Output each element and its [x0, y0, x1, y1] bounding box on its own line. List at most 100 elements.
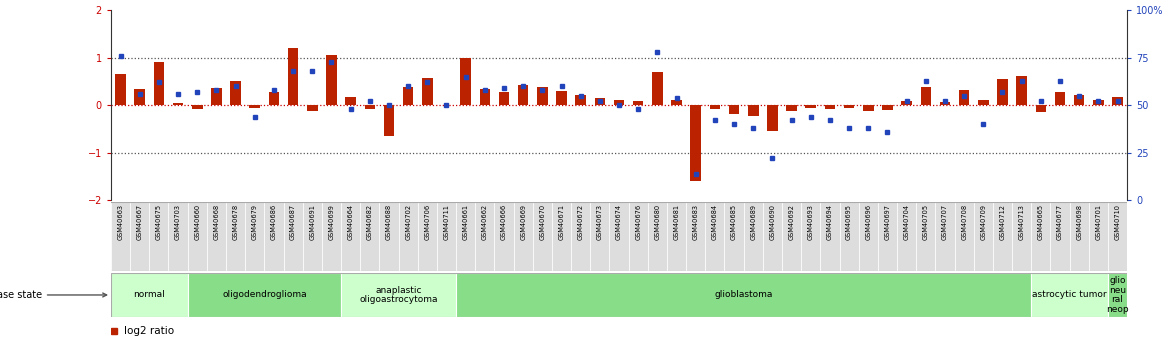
Bar [628, 202, 648, 271]
Bar [843, 105, 854, 108]
Bar [1112, 97, 1122, 105]
Text: GSM40694: GSM40694 [827, 204, 833, 240]
Bar [341, 202, 360, 271]
Text: GSM40686: GSM40686 [271, 204, 277, 240]
Bar [705, 202, 724, 271]
Text: GSM40690: GSM40690 [770, 204, 776, 240]
Bar [192, 105, 202, 109]
Bar [552, 202, 571, 271]
Text: GSM40682: GSM40682 [367, 204, 373, 240]
Bar [613, 100, 625, 105]
Bar [1108, 202, 1127, 271]
Text: astrocytic tumor: astrocytic tumor [1033, 290, 1107, 299]
Bar [475, 202, 494, 271]
Bar [480, 89, 491, 105]
Text: GSM40695: GSM40695 [846, 204, 853, 240]
Bar [571, 202, 590, 271]
Bar [1108, 273, 1127, 317]
Bar [710, 105, 721, 109]
Text: GSM40662: GSM40662 [482, 204, 488, 240]
Bar [858, 202, 878, 271]
Text: GSM40706: GSM40706 [424, 204, 430, 240]
Text: GSM40679: GSM40679 [252, 204, 258, 240]
Text: anaplastic
oligoastrocytoma: anaplastic oligoastrocytoma [360, 286, 438, 304]
Bar [997, 79, 1008, 105]
Bar [610, 202, 628, 271]
Bar [326, 56, 336, 105]
Bar [652, 72, 662, 105]
Bar [1036, 105, 1047, 112]
Bar [307, 105, 318, 111]
Bar [783, 202, 801, 271]
Bar [134, 89, 145, 105]
Bar [269, 92, 279, 105]
Bar [882, 105, 892, 110]
Text: GDS1813 / 36570: GDS1813 / 36570 [42, 0, 153, 1]
Bar [494, 202, 514, 271]
Text: GSM40685: GSM40685 [731, 204, 737, 240]
Bar [840, 202, 858, 271]
Bar [303, 202, 322, 271]
Bar [207, 202, 225, 271]
Bar [993, 202, 1013, 271]
Bar [940, 102, 951, 105]
Bar [533, 202, 552, 271]
Text: GSM40708: GSM40708 [961, 204, 967, 240]
Text: log2 ratio: log2 ratio [124, 326, 174, 336]
Bar [729, 105, 739, 114]
Text: GSM40663: GSM40663 [118, 204, 124, 240]
Text: GSM40710: GSM40710 [1114, 204, 1120, 240]
Text: GSM40681: GSM40681 [674, 204, 680, 240]
Text: GSM40711: GSM40711 [444, 204, 450, 240]
Text: GSM40670: GSM40670 [540, 204, 545, 240]
Bar [576, 95, 586, 105]
Bar [667, 202, 686, 271]
Bar [825, 105, 835, 109]
Text: disease state: disease state [0, 290, 106, 300]
Text: GSM40678: GSM40678 [232, 204, 238, 240]
Bar [763, 202, 783, 271]
Bar [398, 202, 418, 271]
Bar [1089, 202, 1108, 271]
Bar [916, 202, 936, 271]
Bar [418, 202, 437, 271]
Bar [250, 105, 260, 108]
Bar [1055, 92, 1065, 105]
Bar [633, 101, 644, 105]
Text: GSM40709: GSM40709 [980, 204, 986, 240]
Text: GSM40661: GSM40661 [463, 204, 468, 240]
Text: glio
neu
ral
neop: glio neu ral neop [1106, 276, 1128, 314]
Text: GSM40692: GSM40692 [788, 204, 794, 240]
Bar [517, 85, 528, 105]
Bar [1050, 202, 1070, 271]
Text: glioblastoma: glioblastoma [715, 290, 773, 299]
Bar [959, 90, 969, 105]
Text: GSM40703: GSM40703 [175, 204, 181, 240]
Text: GSM40676: GSM40676 [635, 204, 641, 240]
Text: GSM40669: GSM40669 [520, 204, 526, 240]
Bar [801, 202, 820, 271]
Bar [456, 202, 475, 271]
Bar [690, 105, 701, 181]
Bar [920, 87, 931, 105]
Bar [211, 88, 222, 105]
Text: GSM40701: GSM40701 [1096, 204, 1101, 240]
Bar [820, 202, 840, 271]
Text: GSM40672: GSM40672 [578, 204, 584, 240]
Text: GSM40665: GSM40665 [1038, 204, 1044, 240]
Text: GSM40667: GSM40667 [137, 204, 142, 240]
Text: GSM40671: GSM40671 [558, 204, 564, 240]
Bar [360, 202, 380, 271]
Bar [936, 202, 954, 271]
Bar [456, 273, 1031, 317]
Bar [384, 105, 395, 136]
Text: GSM40698: GSM40698 [1076, 204, 1083, 240]
Bar [767, 105, 778, 131]
Bar [245, 202, 264, 271]
Bar [514, 202, 533, 271]
Bar [878, 202, 897, 271]
Bar [116, 75, 126, 105]
Bar [648, 202, 667, 271]
Text: GSM40705: GSM40705 [923, 204, 929, 240]
Bar [1031, 202, 1050, 271]
